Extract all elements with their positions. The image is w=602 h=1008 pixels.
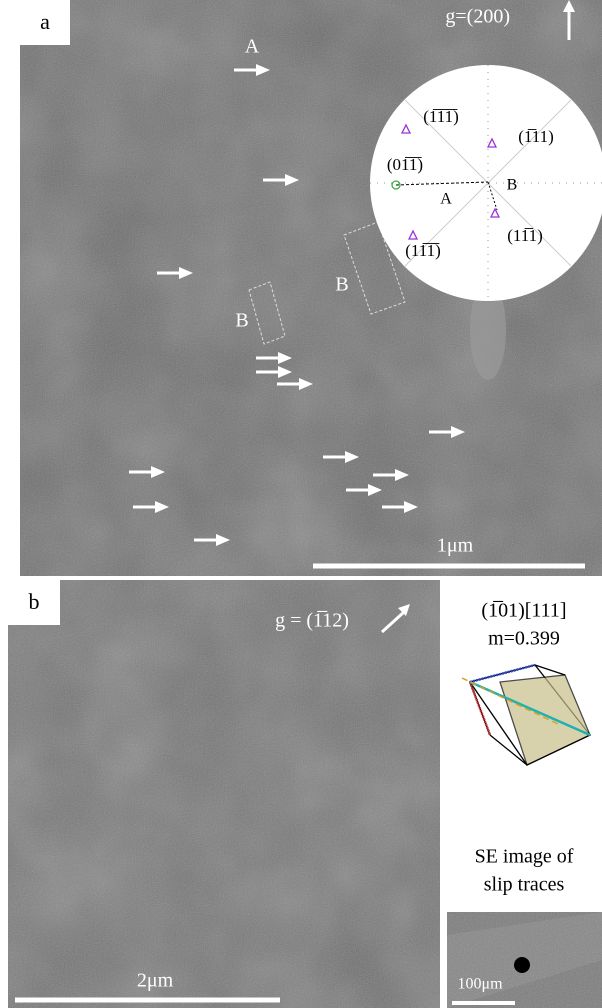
pole-figure: (1̅1̅1̅) (1̅11) (01̅1̅) (11̅1) (11̅1̅) A… <box>370 65 602 301</box>
schmid-factor: m=0.399 <box>488 628 560 650</box>
page: a A g=(200) B B (1̅1̅1̅) (1̅11) <box>0 0 602 1008</box>
se-caption: slip traces <box>484 874 565 896</box>
scale-label: 2μm <box>137 970 174 992</box>
plane-label: (1̅1̅1̅) <box>423 107 459 126</box>
panel-label: a <box>40 9 50 34</box>
region-label: A <box>440 191 452 208</box>
box-label: B <box>335 274 348 296</box>
box-label: B <box>235 310 248 332</box>
se-caption: SE image of <box>475 846 574 868</box>
plane-label: (01̅1̅) <box>387 155 423 174</box>
panel-label: b <box>29 589 40 614</box>
g-vector: g=(200) <box>445 6 510 28</box>
scale-label: 100μm <box>457 976 503 993</box>
indent <box>514 957 530 973</box>
texture <box>8 580 440 1008</box>
crystal-diagram <box>462 665 590 765</box>
g-vector: g = (1̅12) <box>275 610 349 632</box>
figure: a A g=(200) B B (1̅1̅1̅) (1̅11) <box>0 0 602 1008</box>
scale-label: 1μm <box>437 535 474 557</box>
plane-label: (11̅1) <box>507 226 543 245</box>
slip-system: (1̅01)[111] <box>481 600 566 622</box>
region-label: B <box>507 177 518 194</box>
arrow-label: A <box>245 36 260 58</box>
plane-label: (11̅1̅) <box>405 241 441 260</box>
plane-label: (1̅11) <box>518 127 554 146</box>
